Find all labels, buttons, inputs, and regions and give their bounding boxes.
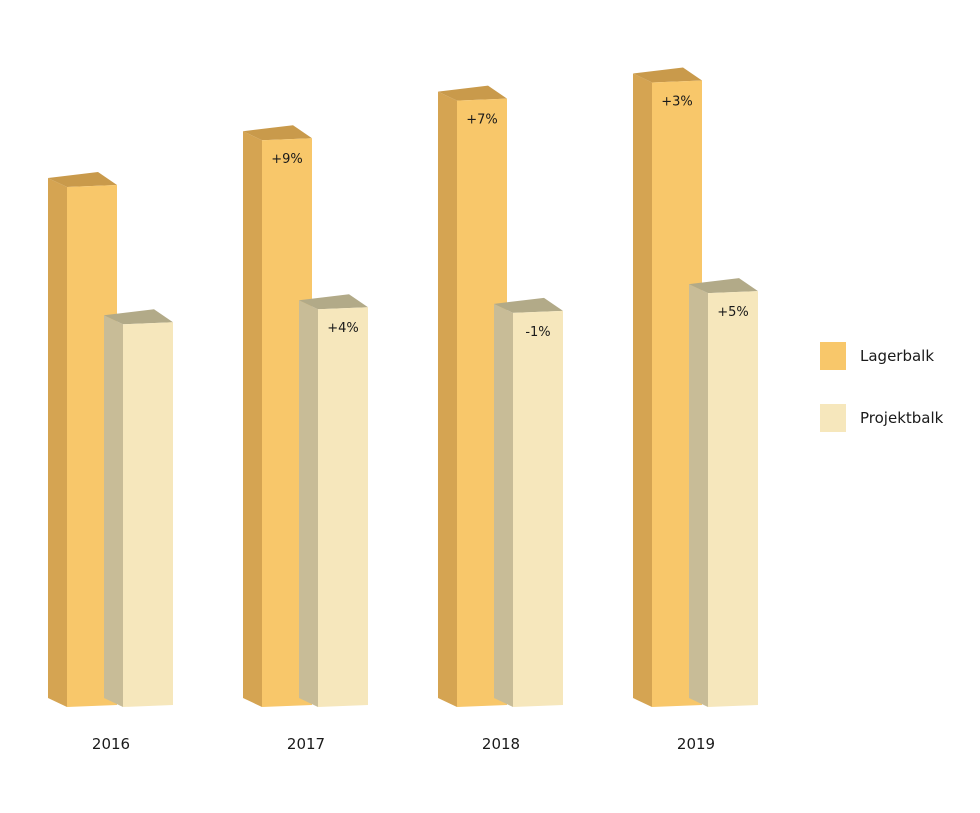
x-tick-label-2017: 2017 xyxy=(287,735,325,753)
bar-projektbalk-2017 xyxy=(299,294,368,707)
data-label-projektbalk-2017: +4% xyxy=(327,321,359,336)
data-label-lagerbalk-2019: +3% xyxy=(661,94,693,109)
x-tick-label-2019: 2019 xyxy=(677,735,715,753)
bar-side-projektbalk-2016 xyxy=(104,315,123,707)
legend-label-projektbalk: Projektbalk xyxy=(860,409,944,427)
legend-label-lagerbalk: Lagerbalk xyxy=(860,347,934,365)
bar-top-projektbalk-2017 xyxy=(299,294,368,310)
bar-front-projektbalk-2017 xyxy=(318,307,368,707)
bar-side-projektbalk-2017 xyxy=(299,300,318,707)
bars-layer: +9% +4% +7% -1% +3% +5% xyxy=(48,67,758,708)
bar-side-projektbalk-2019 xyxy=(689,284,708,707)
bar-front-projektbalk-2018 xyxy=(513,310,563,707)
bar-top-lagerbalk-2018 xyxy=(438,85,507,101)
bar-top-lagerbalk-2016 xyxy=(48,172,117,187)
x-tick-label-2018: 2018 xyxy=(482,735,520,753)
data-label-projektbalk-2019: +5% xyxy=(717,305,749,320)
bar-side-lagerbalk-2017 xyxy=(243,131,262,707)
bar-side-lagerbalk-2016 xyxy=(48,178,67,707)
bar-projektbalk-2018 xyxy=(494,297,563,707)
data-label-lagerbalk-2017: +9% xyxy=(271,152,303,167)
bar-side-lagerbalk-2019 xyxy=(633,73,652,708)
legend: Lagerbalk Projektbalk xyxy=(820,342,944,432)
bar-top-lagerbalk-2019 xyxy=(633,67,702,83)
data-label-projektbalk-2018: -1% xyxy=(525,325,550,340)
bar-side-lagerbalk-2018 xyxy=(438,91,457,708)
bar-projektbalk-2016 xyxy=(104,309,173,707)
bar-projektbalk-2019 xyxy=(689,278,758,707)
bar-top-projektbalk-2016 xyxy=(104,309,173,325)
data-label-lagerbalk-2018: +7% xyxy=(466,113,498,128)
bar-front-projektbalk-2019 xyxy=(708,291,758,707)
bar-side-projektbalk-2018 xyxy=(494,303,513,707)
bar-front-projektbalk-2016 xyxy=(123,322,173,707)
bar-top-projektbalk-2018 xyxy=(494,297,563,313)
legend-swatch-lagerbalk xyxy=(820,342,846,370)
x-tick-label-2016: 2016 xyxy=(92,735,130,753)
legend-swatch-projektbalk xyxy=(820,404,846,432)
bar-top-projektbalk-2019 xyxy=(689,278,758,294)
x-axis-ticks: 2016 2017 2018 2019 xyxy=(92,735,715,753)
bar-top-lagerbalk-2017 xyxy=(243,125,312,141)
